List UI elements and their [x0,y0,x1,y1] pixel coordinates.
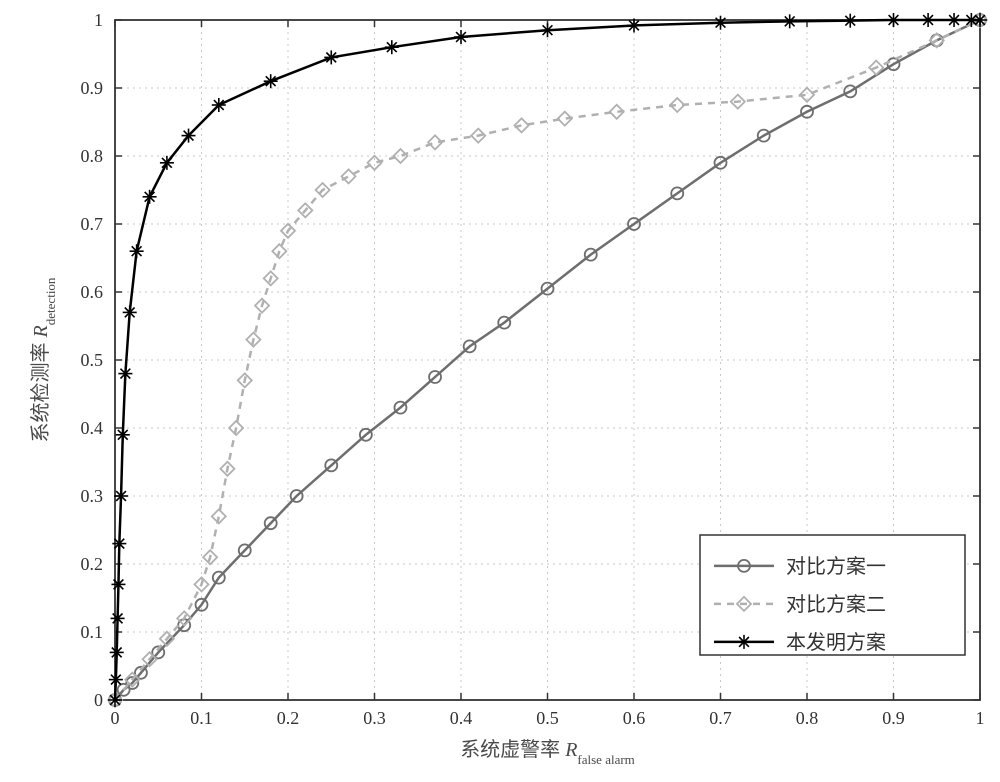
legend: 对比方案一对比方案二本发明方案 [700,535,965,655]
y-tick-label: 0 [94,690,103,710]
x-tick-label: 0.2 [277,708,300,728]
legend-label: 对比方案二 [786,593,886,616]
x-tick-label: 0.6 [623,708,646,728]
x-tick-label: 1 [976,708,985,728]
x-tick-label: 0.4 [450,708,473,728]
y-tick-label: 0.3 [81,486,104,506]
x-tick-label: 0.3 [363,708,386,728]
y-tick-label: 0.2 [81,554,104,574]
x-tick-label: 0.8 [796,708,819,728]
legend-label: 对比方案一 [786,555,886,578]
y-tick-label: 0.9 [81,78,104,98]
y-tick-label: 0.8 [81,146,104,166]
chart-container: 0 0.1 0.2 0.3 0.4 0.5 0.6 0.7 0.8 0.9 1 0 0.1 0.2 0.3 0… [0,0,1000,782]
y-tick-label: 0.1 [81,622,104,642]
y-tick-label: 0.7 [81,214,104,234]
x-tick-label: 0.7 [709,708,732,728]
x-tick-label: 0.9 [882,708,905,728]
y-tick-label: 0.4 [81,418,104,438]
x-tick-label: 0.1 [190,708,213,728]
y-tick-label: 0.6 [81,282,104,302]
x-tick-label: 0.5 [536,708,559,728]
y-tick-label: 1 [94,10,103,30]
x-tick-label: 0 [111,708,120,728]
y-tick-label: 0.5 [81,350,104,370]
roc-chart: 0 0.1 0.2 0.3 0.4 0.5 0.6 0.7 0.8 0.9 1 0 0.1 0.2 0.3 0… [0,0,1000,782]
legend-label: 本发明方案 [786,631,886,654]
